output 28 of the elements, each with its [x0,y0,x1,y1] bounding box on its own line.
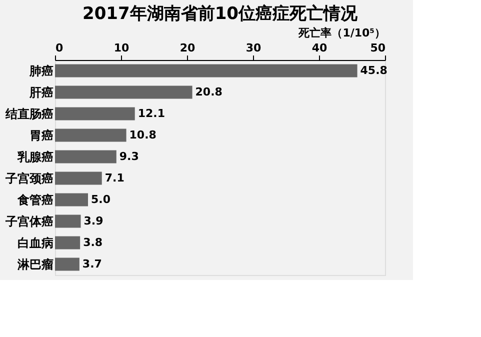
data-label: 3.8 [83,236,103,249]
y-tick-label: 结直肠癌 [4,106,54,121]
x-tick-label: 30 [246,42,262,54]
data-label: 10.8 [129,128,156,142]
data-label: 3.7 [82,257,102,270]
y-tick-label: 乳腺癌 [16,150,54,164]
chart-title: 2017年湖南省前10位癌症死亡情况 [82,4,358,24]
x-axis-title: 死亡率（1/10⁵） [298,26,386,40]
data-label: 20.8 [195,85,222,98]
y-tick-label: 肺癌 [28,64,54,78]
x-tick-label: 20 [180,42,196,54]
data-label: 5.0 [91,192,111,206]
y-tick-label: 子宫颈癌 [4,171,54,186]
y-tick-label: 胃癌 [30,128,54,142]
y-tick-label: 食管癌 [16,192,54,207]
x-tick-label: 0 [56,42,64,54]
data-label: 9.3 [119,150,139,163]
y-tick-label: 肝癌 [28,85,54,100]
x-tick-label: 10 [114,42,130,54]
y-tick-label: 淋巴瘤 [16,257,54,272]
y-tick-label: 白血病 [18,236,54,250]
y-tick-label: 子宫体癌 [4,214,54,228]
x-tick-label: 40 [312,42,328,54]
data-label: 7.1 [104,171,124,184]
data-label: 12.1 [138,106,165,120]
data-label: 45.8 [360,64,388,77]
data-label: 3.9 [84,214,104,228]
x-tick-label: 50 [370,42,386,54]
